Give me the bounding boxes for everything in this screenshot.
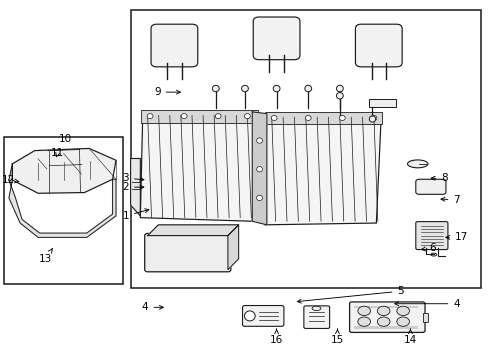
FancyBboxPatch shape bbox=[144, 233, 230, 272]
Ellipse shape bbox=[256, 167, 262, 172]
Text: 15: 15 bbox=[330, 329, 344, 345]
Text: 7: 7 bbox=[440, 195, 459, 205]
Text: 3: 3 bbox=[122, 173, 143, 183]
FancyBboxPatch shape bbox=[415, 222, 447, 249]
Bar bbox=[4, 137, 123, 284]
Polygon shape bbox=[140, 114, 257, 221]
Polygon shape bbox=[252, 112, 266, 225]
Text: 4: 4 bbox=[142, 302, 163, 312]
Bar bbox=[354, 306, 417, 309]
Text: 13: 13 bbox=[39, 249, 52, 264]
Ellipse shape bbox=[311, 306, 320, 311]
Circle shape bbox=[377, 317, 389, 326]
Ellipse shape bbox=[244, 114, 250, 119]
Polygon shape bbox=[130, 158, 140, 216]
Polygon shape bbox=[264, 116, 381, 225]
Ellipse shape bbox=[370, 116, 376, 121]
Ellipse shape bbox=[147, 114, 153, 119]
FancyBboxPatch shape bbox=[415, 179, 445, 194]
Text: 10: 10 bbox=[58, 134, 71, 144]
Text: 17: 17 bbox=[445, 232, 467, 242]
Text: 16: 16 bbox=[269, 329, 283, 345]
Polygon shape bbox=[9, 164, 116, 237]
FancyBboxPatch shape bbox=[349, 302, 424, 332]
Bar bbox=[422, 313, 427, 321]
Text: 1: 1 bbox=[122, 209, 148, 221]
Ellipse shape bbox=[271, 116, 277, 121]
Polygon shape bbox=[12, 148, 116, 193]
Text: 2: 2 bbox=[122, 182, 143, 192]
Ellipse shape bbox=[212, 85, 219, 92]
Text: 12: 12 bbox=[2, 175, 19, 185]
Ellipse shape bbox=[336, 93, 343, 99]
Ellipse shape bbox=[368, 116, 375, 122]
Ellipse shape bbox=[244, 311, 255, 321]
Bar bbox=[265, 112, 382, 125]
Ellipse shape bbox=[304, 85, 311, 92]
Ellipse shape bbox=[241, 85, 248, 92]
Text: 9: 9 bbox=[154, 87, 180, 97]
Text: 6: 6 bbox=[421, 243, 435, 253]
Ellipse shape bbox=[273, 85, 280, 92]
Bar bbox=[141, 110, 258, 123]
Ellipse shape bbox=[336, 85, 343, 92]
FancyBboxPatch shape bbox=[303, 306, 329, 328]
FancyBboxPatch shape bbox=[253, 17, 299, 60]
Ellipse shape bbox=[181, 114, 187, 119]
Circle shape bbox=[396, 317, 408, 326]
Ellipse shape bbox=[407, 160, 427, 168]
Circle shape bbox=[396, 306, 408, 316]
Text: 11: 11 bbox=[51, 148, 64, 158]
Circle shape bbox=[377, 306, 389, 316]
Text: 5: 5 bbox=[297, 286, 403, 303]
Ellipse shape bbox=[256, 195, 262, 201]
Ellipse shape bbox=[256, 138, 262, 143]
Bar bbox=[368, 99, 395, 107]
Circle shape bbox=[357, 306, 370, 316]
Polygon shape bbox=[227, 225, 238, 270]
Polygon shape bbox=[147, 225, 238, 235]
Text: 14: 14 bbox=[403, 329, 416, 345]
Ellipse shape bbox=[305, 116, 310, 121]
FancyBboxPatch shape bbox=[355, 24, 401, 67]
Ellipse shape bbox=[215, 114, 221, 119]
FancyBboxPatch shape bbox=[242, 306, 284, 326]
Text: 4: 4 bbox=[394, 299, 459, 309]
Ellipse shape bbox=[339, 116, 345, 121]
FancyBboxPatch shape bbox=[151, 24, 197, 67]
Text: 8: 8 bbox=[430, 173, 447, 183]
Bar bbox=[354, 326, 417, 329]
Circle shape bbox=[357, 317, 370, 326]
Bar bbox=[130, 10, 480, 288]
